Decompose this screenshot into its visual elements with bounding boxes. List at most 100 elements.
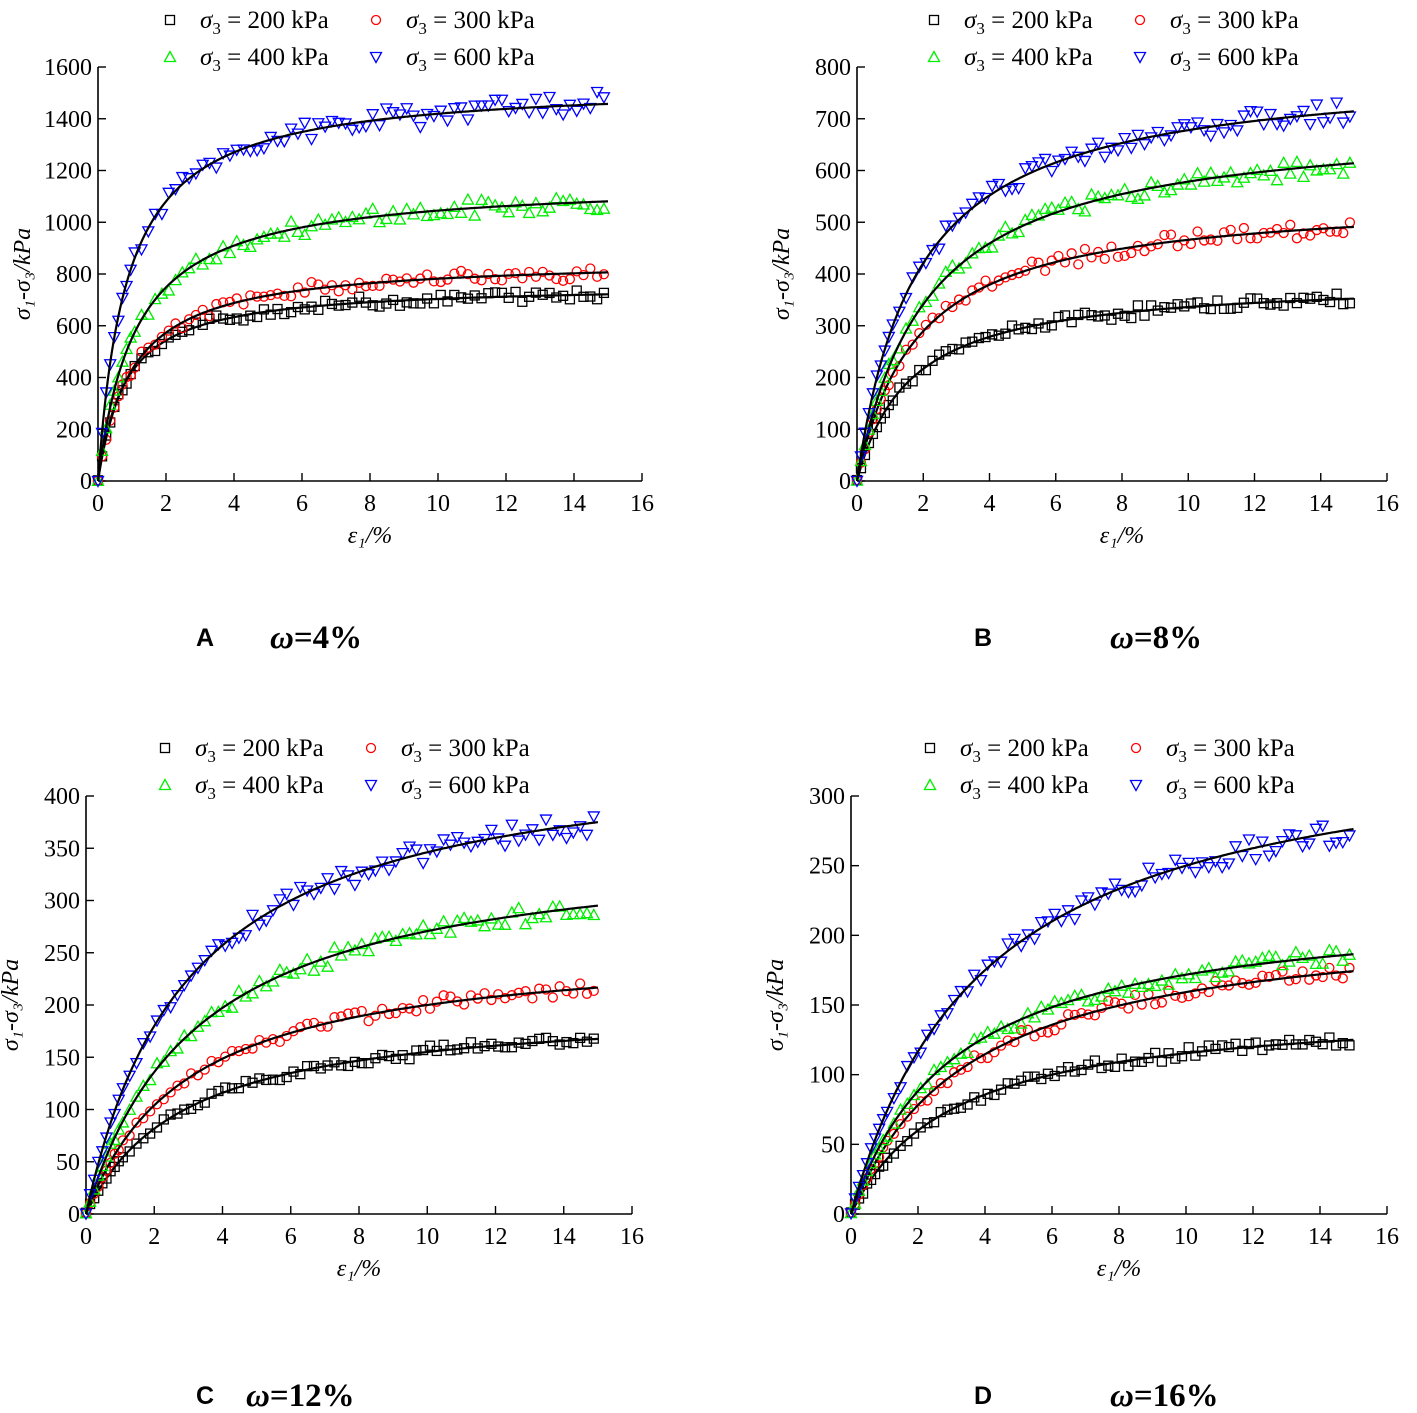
series-300	[845, 962, 1355, 1218]
data-point	[510, 268, 521, 279]
x-tick-label: 16	[630, 491, 654, 517]
data-point	[498, 840, 512, 853]
data-point	[1305, 293, 1316, 304]
data-point	[457, 911, 471, 924]
data-point	[361, 944, 376, 957]
data-point	[870, 370, 884, 383]
data-point	[1141, 977, 1156, 990]
data-point	[510, 286, 521, 298]
data-point	[151, 1099, 163, 1110]
data-point	[280, 888, 294, 901]
data-point	[517, 273, 528, 284]
data-point	[191, 962, 205, 975]
data-point	[1208, 970, 1223, 983]
data-point	[461, 192, 475, 205]
data-point	[1131, 129, 1145, 142]
data-point	[447, 103, 461, 116]
data-point	[1185, 298, 1197, 309]
data-point	[985, 240, 999, 253]
data-point	[220, 1051, 231, 1062]
y-tick-label: 0	[68, 1202, 80, 1228]
data-point	[389, 934, 403, 947]
data-point	[1205, 234, 1216, 245]
data-point	[1068, 913, 1082, 926]
data-point	[157, 1004, 171, 1017]
data-point	[474, 193, 489, 206]
x-tick-label: 14	[1308, 1224, 1332, 1250]
data-point	[876, 1114, 890, 1127]
data-point	[148, 208, 162, 221]
data-point	[298, 228, 312, 241]
legend-label: σ3 = 200 kPa	[964, 7, 1093, 38]
data-point	[1157, 135, 1171, 148]
data-point	[1336, 166, 1350, 179]
data-point	[274, 1036, 285, 1048]
data-point	[1255, 836, 1269, 849]
data-point	[447, 200, 461, 212]
data-point	[381, 273, 392, 284]
data-point	[872, 1141, 886, 1154]
data-point	[1177, 172, 1191, 185]
data-point	[912, 261, 926, 274]
data-point	[1012, 225, 1026, 238]
data-point	[1297, 966, 1308, 977]
data-point	[512, 901, 526, 914]
data-point	[573, 907, 587, 920]
y-tick-label: 100	[809, 1063, 845, 1089]
x-tick-label: 4	[984, 491, 996, 517]
data-point	[965, 198, 979, 211]
series-400	[844, 943, 1357, 1219]
data-point	[1025, 208, 1039, 221]
legend-label: σ3 = 300 kPa	[1166, 735, 1295, 766]
x-tick-label: 6	[296, 491, 308, 517]
x-tick-label: 6	[1046, 1224, 1058, 1250]
y-tick-label: 50	[821, 1132, 845, 1158]
data-point	[165, 1087, 176, 1098]
data-point	[978, 192, 993, 205]
legend-marker	[364, 779, 378, 792]
data-point	[182, 261, 196, 274]
data-point	[1317, 971, 1328, 983]
x-tick-label: 16	[1375, 1224, 1399, 1250]
x-tick-label: 4	[217, 1224, 229, 1250]
data-point	[292, 282, 304, 293]
data-point	[907, 339, 918, 350]
data-point	[484, 824, 499, 837]
data-point	[136, 353, 147, 364]
data-point	[488, 198, 502, 211]
data-point	[1139, 245, 1150, 257]
data-point	[1137, 139, 1152, 152]
data-point	[1303, 118, 1317, 131]
data-point	[1223, 1041, 1235, 1053]
data-point	[1168, 967, 1182, 980]
y-axis-label: σ₁-σ₃/kPa	[10, 228, 36, 320]
data-point	[243, 240, 257, 253]
data-point	[576, 197, 591, 210]
series-300	[851, 217, 1356, 486]
y-tick-label: 0	[839, 469, 851, 495]
y-tick-label: 200	[809, 923, 845, 949]
data-point	[1303, 158, 1317, 171]
y-axis-label: σ₁-σ₃/kPa	[0, 959, 24, 1051]
data-point	[145, 1128, 156, 1139]
data-point	[598, 269, 610, 280]
fit-curve-600	[96, 102, 609, 482]
data-point	[442, 274, 453, 285]
x-axis-label: ε₁/%	[337, 1256, 381, 1282]
data-point	[934, 313, 945, 324]
fit-curve-400	[96, 200, 608, 482]
data-point	[145, 1106, 156, 1117]
data-point	[525, 824, 539, 837]
data-point	[1262, 949, 1276, 962]
data-point	[987, 956, 1001, 969]
x-tick-label: 2	[148, 1224, 160, 1250]
data-point	[1129, 1056, 1141, 1067]
y-tick-label: 100	[44, 1098, 80, 1124]
data-point	[411, 1045, 422, 1056]
data-point	[245, 986, 260, 999]
data-point	[1161, 867, 1176, 880]
data-point	[1123, 1003, 1134, 1014]
data-point	[306, 276, 317, 288]
data-point	[91, 1156, 105, 1169]
data-point	[264, 131, 278, 144]
